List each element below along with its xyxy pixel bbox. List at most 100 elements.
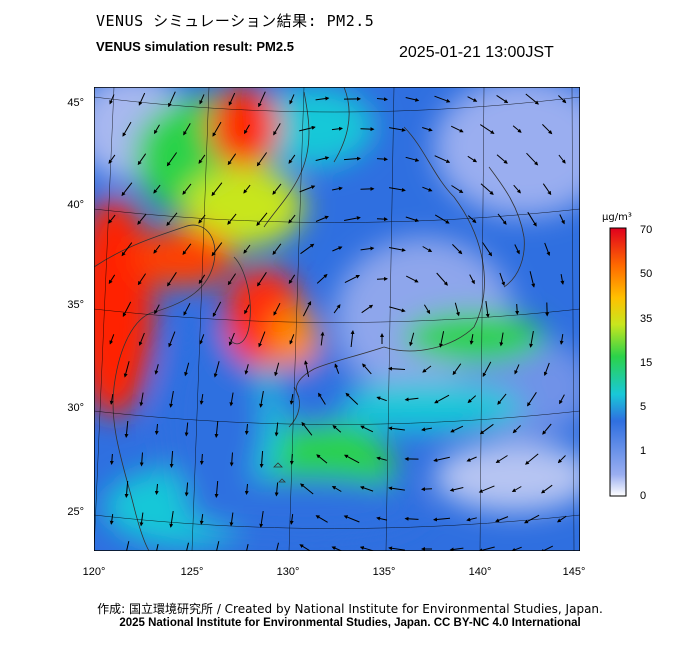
wind-vector <box>153 244 161 254</box>
wind-vector <box>243 124 250 135</box>
wind-vector <box>343 515 360 523</box>
wind-vector <box>122 121 132 137</box>
wind-vector <box>434 155 451 163</box>
wind-vector <box>244 423 249 435</box>
wind-vector <box>409 332 415 347</box>
wind-vector <box>109 514 114 525</box>
wind-vector <box>405 216 420 222</box>
wind-vector <box>467 395 477 404</box>
lon-tick-label: 120° <box>82 566 106 578</box>
wind-vector <box>199 334 205 345</box>
wind-vector <box>124 420 129 438</box>
wind-vector <box>361 304 374 314</box>
wind-vector <box>259 391 264 408</box>
wind-vector <box>137 273 147 286</box>
wind-vector <box>557 455 566 464</box>
lon-tick-label: 145° <box>562 566 586 578</box>
wind-vector <box>259 511 264 528</box>
colorbar-tick: 35 <box>640 313 653 325</box>
wind-vector <box>229 392 234 407</box>
wind-vector <box>139 512 144 527</box>
wind-vector <box>211 242 223 257</box>
wind-vector <box>289 334 295 345</box>
wind-vector <box>168 331 176 348</box>
wind-vector <box>229 452 234 467</box>
lat-tick-label: 35° <box>67 299 84 311</box>
wind-vector <box>318 392 326 405</box>
wind-vector <box>497 213 507 225</box>
wind-vector <box>274 362 280 377</box>
timestamp: 2025-01-21 13:00JST <box>399 44 554 61</box>
wind-vector <box>344 454 360 464</box>
wind-vector <box>439 331 445 348</box>
wind-vector <box>109 94 115 105</box>
colorbar-tick: 15 <box>640 357 653 369</box>
wind-vector <box>168 91 176 108</box>
wind-vector <box>389 247 406 252</box>
wind-vector <box>454 302 460 317</box>
wind-vector <box>272 243 282 255</box>
wind-vector <box>212 121 222 137</box>
wind-vector <box>512 125 522 133</box>
wind-vector <box>273 123 281 136</box>
wind-vector <box>360 425 374 433</box>
wind-vector <box>436 272 448 286</box>
wind-vector <box>497 393 507 405</box>
wind-vector <box>496 94 509 104</box>
wind-vector <box>243 184 251 194</box>
wind-vector <box>138 332 145 346</box>
wind-vector <box>422 246 433 253</box>
wind-vector <box>299 185 316 193</box>
wind-vector <box>332 186 343 191</box>
wind-vector <box>559 334 564 345</box>
wind-vector <box>434 95 451 103</box>
wind-vector <box>244 364 249 375</box>
wind-vector <box>452 244 463 255</box>
wind-vector <box>166 212 178 226</box>
lon-tick-label: 135° <box>372 566 396 578</box>
title-english: VENUS simulation result: PM2.5 <box>96 39 294 54</box>
wind-vector <box>388 366 406 371</box>
wind-vector <box>499 272 506 287</box>
wind-vector <box>228 332 235 346</box>
wind-vector <box>138 92 146 106</box>
wind-vector <box>244 543 249 551</box>
wind-vector <box>542 183 552 196</box>
wind-vector <box>229 512 234 527</box>
wind-vector <box>256 152 268 167</box>
wind-vector <box>167 272 177 287</box>
wind-vector <box>183 123 191 136</box>
wind-vector <box>515 303 520 315</box>
wind-vector <box>243 244 251 254</box>
wind-vector <box>289 514 294 525</box>
wind-vector <box>301 421 313 436</box>
wind-vector <box>258 331 266 348</box>
wind-vector <box>216 541 220 551</box>
wind-vector <box>527 211 537 227</box>
wind-vector <box>345 392 359 405</box>
wind-vector <box>276 542 279 551</box>
wind-vector <box>343 156 361 161</box>
credit-license: 2025 National Institute for Environmenta… <box>119 617 581 629</box>
wind-vector <box>184 422 189 437</box>
wind-vector <box>478 485 495 493</box>
wind-vector <box>315 156 330 161</box>
wind-vector <box>300 483 314 495</box>
wind-vector <box>376 157 388 162</box>
wind-vector <box>405 156 420 162</box>
wind-vector <box>122 301 132 317</box>
wind-vector <box>334 363 340 374</box>
wind-vector <box>421 427 432 432</box>
wind-vector <box>526 152 539 166</box>
wind-vector <box>299 125 316 132</box>
wind-vector <box>109 334 115 345</box>
colorbar-tick: 70 <box>640 224 653 236</box>
wind-vector <box>524 514 540 524</box>
wind-vector <box>495 455 508 464</box>
wind-vector <box>199 514 204 525</box>
wind-vector <box>109 453 114 465</box>
wind-vector <box>214 480 219 498</box>
wind-vector <box>542 124 553 135</box>
wind-vector <box>423 304 431 315</box>
wind-vector <box>467 155 478 163</box>
